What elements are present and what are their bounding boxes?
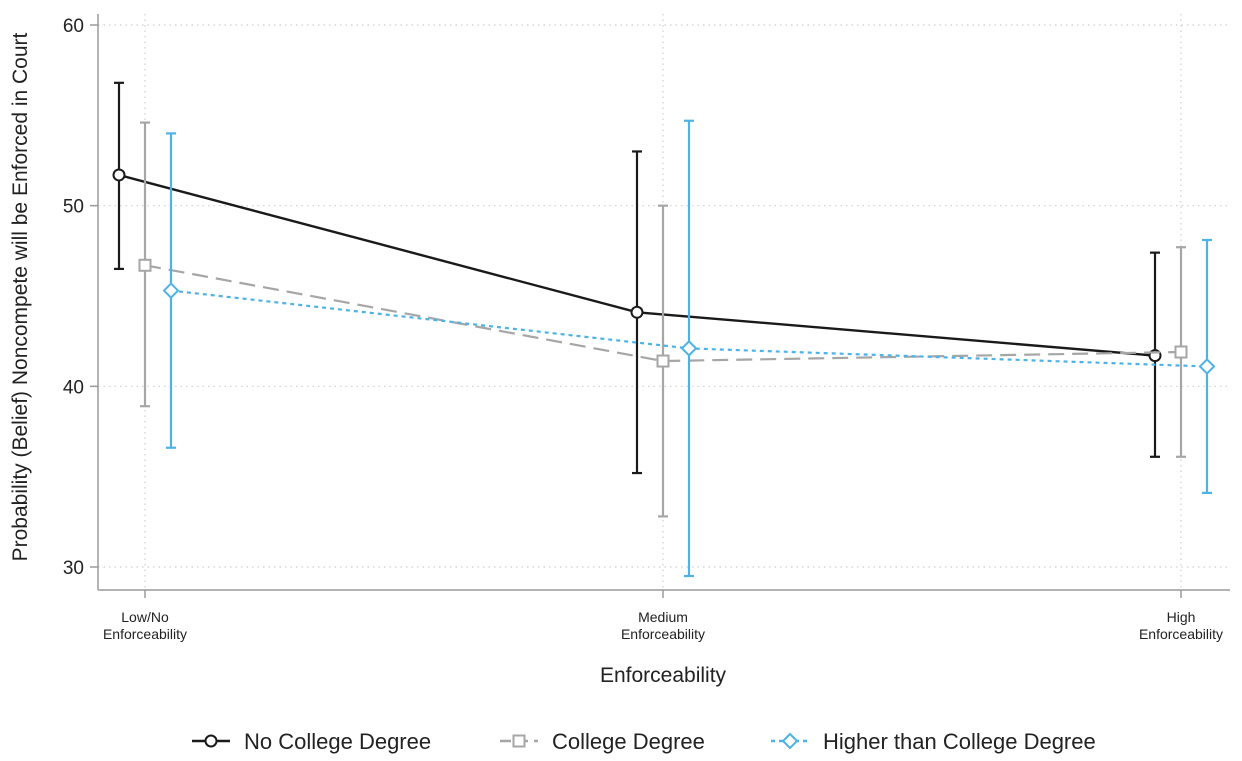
y-tick-label: 30 (63, 558, 84, 579)
axes (97, 14, 1230, 591)
legend-label: No College Degree (244, 729, 431, 754)
y-axis-title: Probability (Belief) Noncompete will be … (9, 32, 32, 561)
series-1 (138, 121, 1188, 518)
series (112, 81, 1216, 578)
y-tick-label: 40 (63, 377, 84, 398)
legend-marker (512, 734, 526, 748)
data-point (1174, 345, 1188, 359)
x-tick-label: Low/No Enforceability (103, 609, 187, 642)
series-0 (112, 81, 1162, 475)
legend-marker (204, 734, 218, 748)
x-axis-title: Enforceability (600, 664, 727, 687)
legend-label: Higher than College Degree (823, 729, 1096, 754)
y-tick-label: 60 (63, 16, 84, 37)
legend-marker (781, 732, 799, 750)
data-point (112, 168, 126, 182)
legend-label: College Degree (552, 729, 705, 754)
x-axis-ticks: Low/No Enforceability Medium Enforceability… (103, 590, 1223, 642)
legend-entry: No College Degree (192, 729, 431, 754)
data-point (1198, 358, 1216, 375)
data-point (656, 354, 670, 368)
legend-entry: Higher than College Degree (771, 729, 1096, 754)
x-tick-label: High Enforceability (1139, 609, 1223, 642)
x-tick-label: Medium Enforceability (621, 609, 705, 642)
data-point (680, 339, 698, 357)
legend-entry: College Degree (500, 729, 705, 754)
legend: No College Degree College Degree Higher th… (192, 729, 1096, 754)
series-line (144, 264, 1182, 363)
y-axis-ticks: 30 40 50 60 (63, 16, 98, 579)
data-point (630, 305, 644, 319)
data-point (138, 258, 152, 272)
series-2 (162, 119, 1216, 578)
data-point (162, 282, 180, 299)
y-tick-label: 50 (63, 197, 84, 218)
